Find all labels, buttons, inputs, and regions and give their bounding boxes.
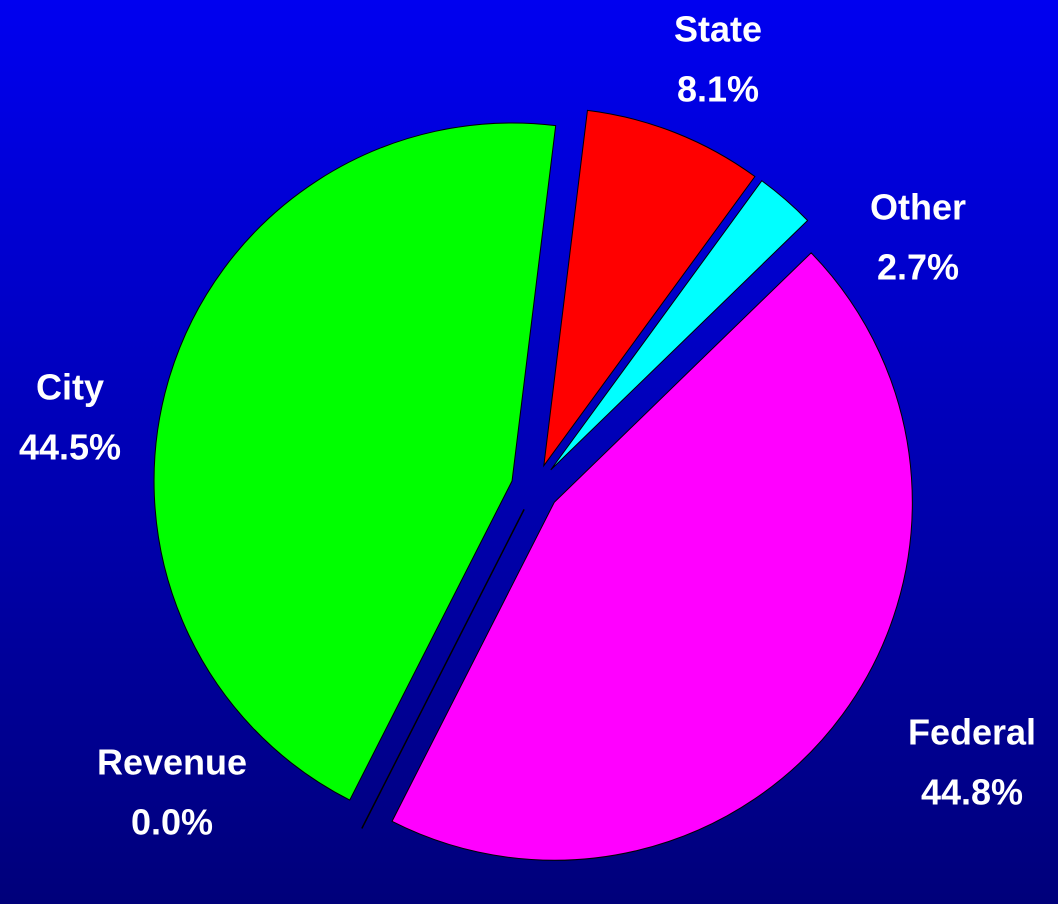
pie-slice: [361, 509, 525, 829]
slice-label: City: [36, 367, 104, 408]
pie-slice: [543, 109, 756, 468]
slice-label: State: [674, 9, 762, 50]
slice-value-label: 2.7%: [877, 247, 959, 288]
slice-value-label: 8.1%: [677, 69, 759, 110]
slice-label: Revenue: [97, 742, 247, 783]
pie-slice: [153, 122, 557, 801]
slice-value-label: 0.0%: [131, 802, 213, 843]
slice-label: Federal: [908, 712, 1036, 753]
pie-slice: [391, 252, 913, 861]
slice-value-label: 44.5%: [19, 427, 121, 468]
slice-value-label: 44.8%: [921, 772, 1023, 813]
pie-slice: [550, 180, 809, 471]
slice-label: Other: [870, 187, 966, 228]
